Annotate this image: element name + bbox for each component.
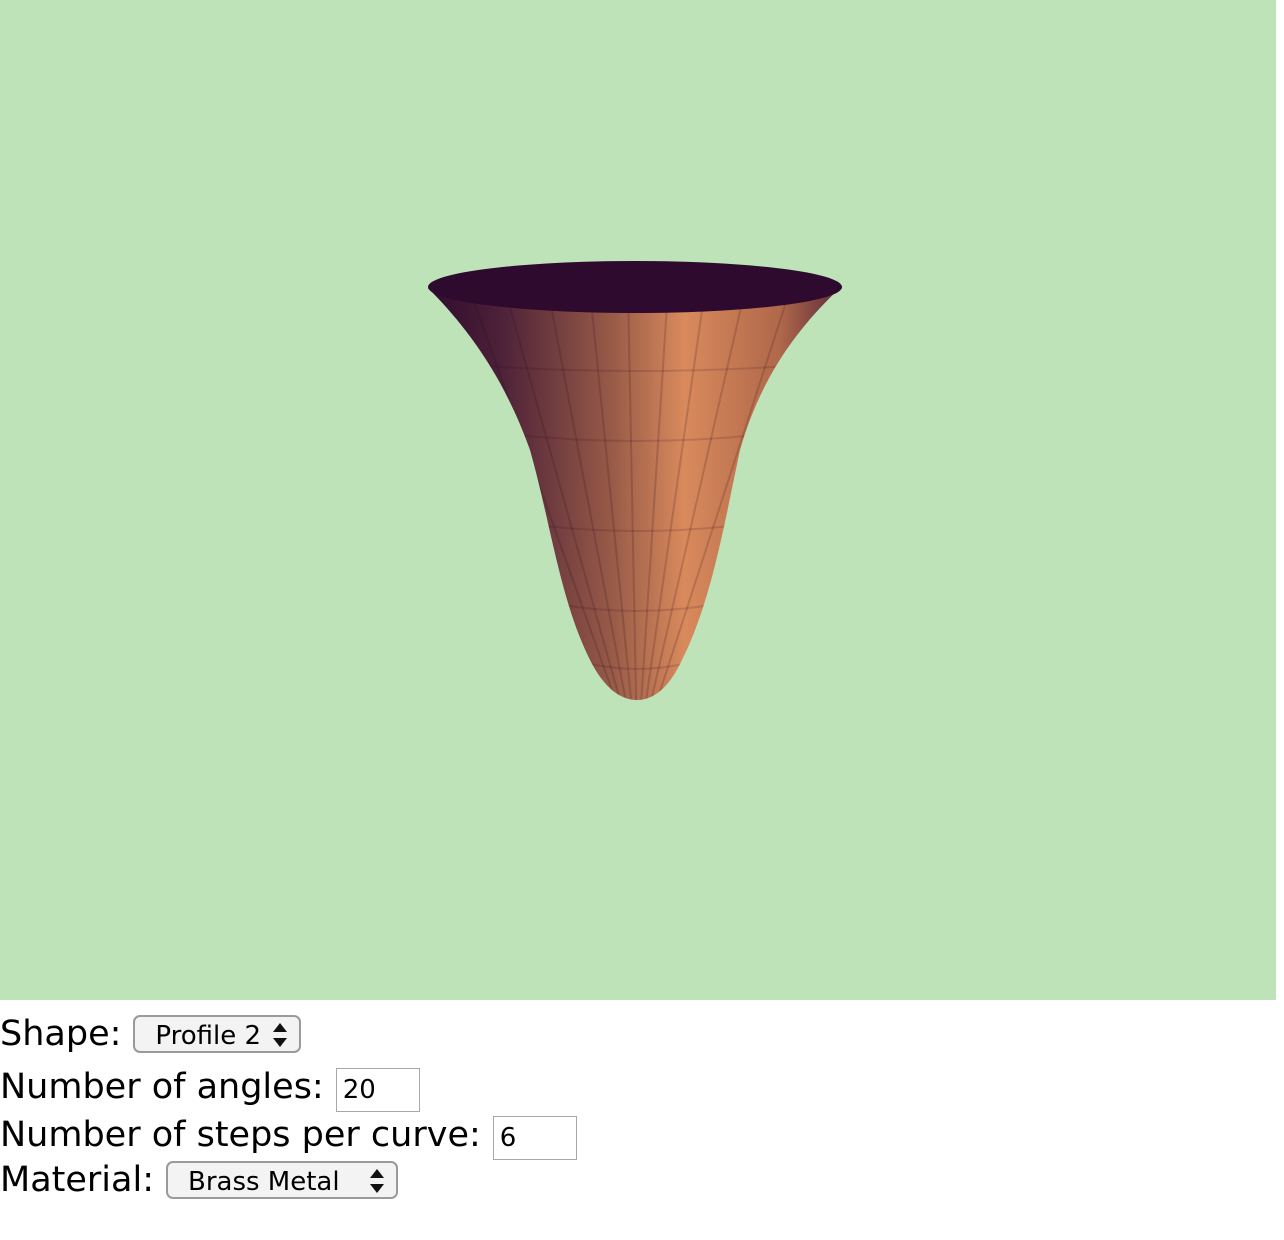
facet-line [654, 289, 791, 700]
shape-row: Shape: Profile 2 [0, 1014, 302, 1054]
material-select[interactable]: Brass Metal [165, 1161, 398, 1199]
material-row: Material: Brass Metal [0, 1160, 398, 1200]
material-selected-value: Brass Metal [187, 1167, 340, 1197]
shape-label: Shape: [0, 1014, 122, 1054]
facet-line [649, 289, 746, 700]
facet-ring [506, 433, 768, 442]
facet-ring [556, 603, 718, 612]
3d-viewport[interactable] [0, 0, 1276, 1000]
facet-line [504, 289, 623, 700]
shape-select[interactable]: Profile 2 [133, 1015, 302, 1053]
facet-line [639, 289, 669, 700]
facet-line [644, 289, 706, 700]
vase-facets [456, 289, 818, 700]
steps-row: Number of steps per curve: [0, 1110, 577, 1160]
facet-ring [456, 363, 818, 372]
angles-row: Number of angles: [0, 1062, 420, 1112]
steps-label: Number of steps per curve: [0, 1115, 481, 1155]
angles-label: Number of angles: [0, 1067, 324, 1107]
select-arrows-icon [273, 1023, 288, 1047]
vase-rim-opening [428, 261, 842, 313]
select-arrows-icon [369, 1169, 384, 1193]
vase-mesh-icon [428, 261, 842, 700]
shape-selected-value: Profile 2 [155, 1021, 262, 1051]
facet-line [589, 289, 633, 700]
facet-line [469, 289, 619, 700]
angles-input[interactable] [335, 1068, 420, 1112]
facet-line [547, 289, 628, 700]
material-label: Material: [0, 1160, 154, 1200]
steps-input[interactable] [492, 1116, 577, 1160]
render-canvas[interactable] [0, 0, 1276, 1000]
facet-line [627, 289, 638, 700]
vase-body [428, 286, 842, 700]
facet-ring [526, 523, 748, 532]
